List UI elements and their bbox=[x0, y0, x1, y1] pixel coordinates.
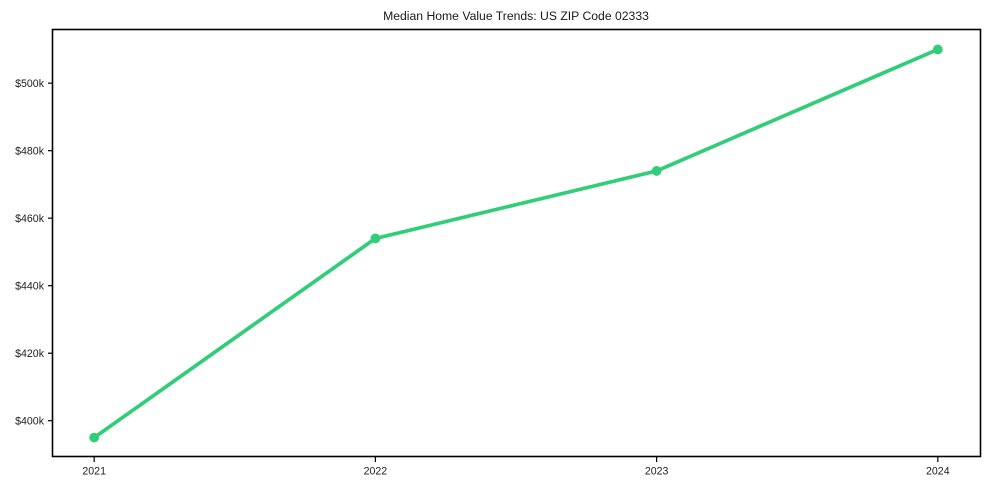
y-tick-label: $420k bbox=[15, 348, 45, 360]
y-tick-label: $460k bbox=[15, 213, 45, 225]
data-point bbox=[932, 44, 943, 55]
chart-title: Median Home Value Trends: US ZIP Code 02… bbox=[383, 9, 649, 23]
y-tick-label: $440k bbox=[15, 280, 45, 292]
trend-line bbox=[92, 47, 940, 440]
x-tick-label: 2021 bbox=[82, 466, 106, 478]
axes-border bbox=[51, 28, 982, 458]
data-point bbox=[370, 233, 381, 244]
x-tick-label: 2023 bbox=[645, 466, 669, 478]
y-tick-label: $480k bbox=[15, 145, 45, 157]
x-tick-label: 2022 bbox=[364, 466, 388, 478]
plot-area: $400k $420k $440k $460k $480k $500k 2021 2022 20… bbox=[15, 28, 982, 478]
x-tick-label: 2024 bbox=[926, 466, 950, 478]
y-tick-label: $400k bbox=[15, 415, 45, 427]
data-point bbox=[651, 166, 662, 176]
data-point bbox=[89, 432, 100, 443]
y-tick-label: $500k bbox=[15, 78, 45, 90]
